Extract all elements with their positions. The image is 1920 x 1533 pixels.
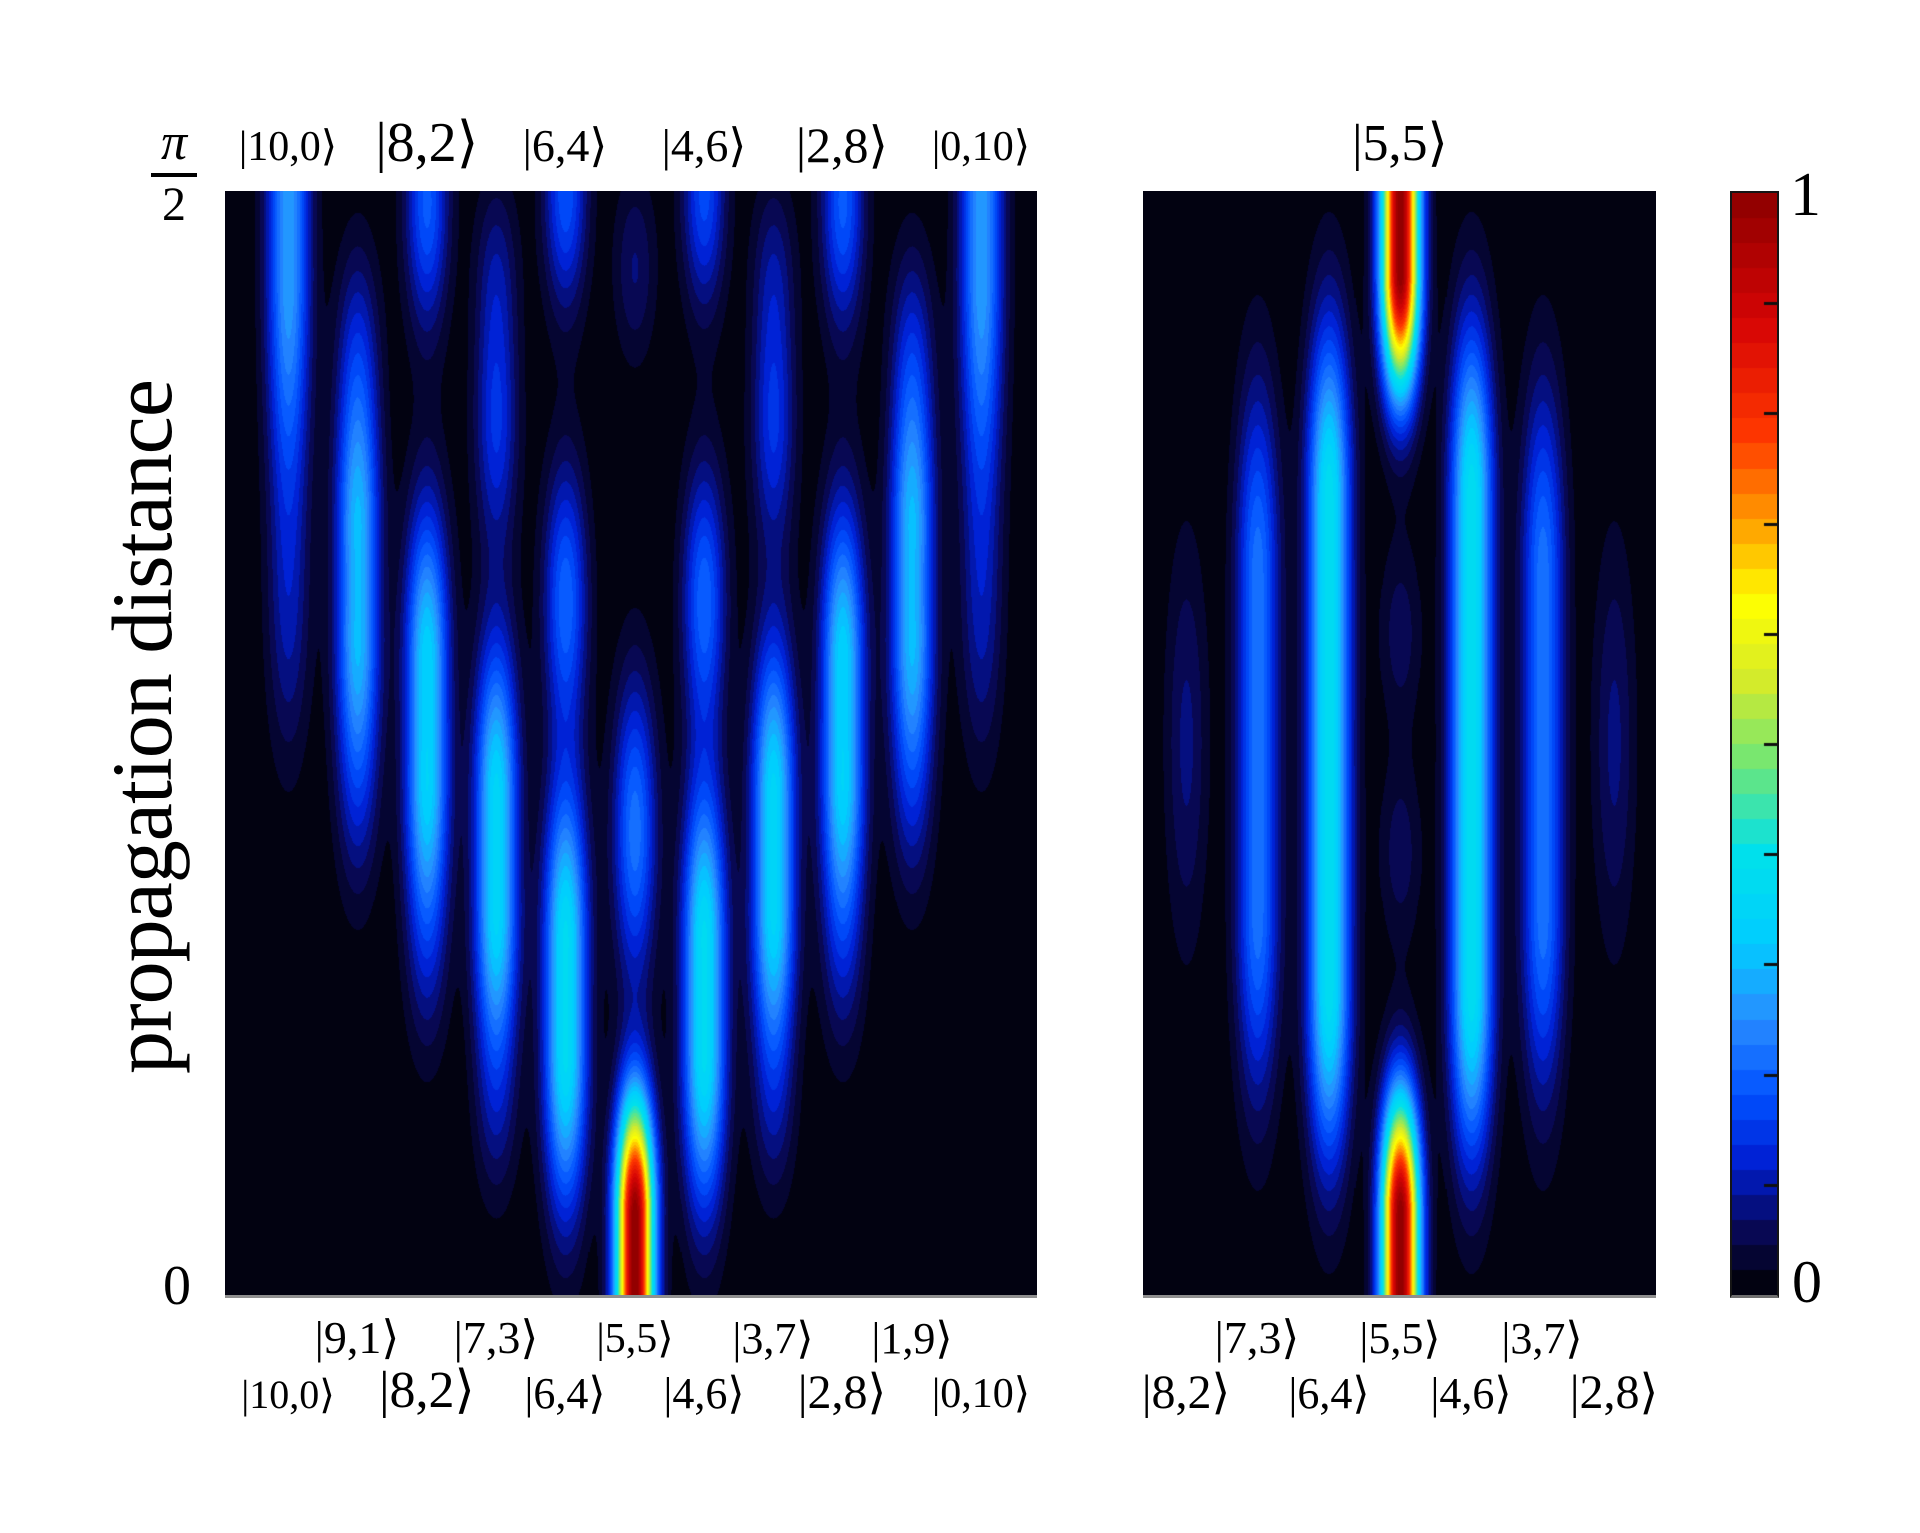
state-label-top: |0,10⟩ bbox=[931, 124, 1031, 170]
y-axis-label: propagation distance bbox=[94, 379, 190, 1075]
state-label-bottom: |5,5⟩ bbox=[1359, 1314, 1441, 1363]
y-tick-zero: 0 bbox=[163, 1255, 191, 1317]
state-label-bottom: |2,8⟩ bbox=[1569, 1366, 1659, 1419]
state-label-top: |6,4⟩ bbox=[522, 120, 608, 171]
state-label-top: |5,5⟩ bbox=[1352, 115, 1448, 172]
state-label-top: |10,0⟩ bbox=[238, 124, 338, 170]
state-label-bottom: |1,9⟩ bbox=[871, 1314, 953, 1363]
state-label-bottom: |9,1⟩ bbox=[314, 1312, 400, 1363]
state-label-top: |8,2⟩ bbox=[375, 112, 479, 174]
state-label-bottom: |10,0⟩ bbox=[241, 1372, 335, 1417]
right-heatmap-panel bbox=[1143, 191, 1656, 1298]
state-label-bottom: |0,10⟩ bbox=[931, 1371, 1031, 1417]
state-label-bottom: |8,2⟩ bbox=[379, 1362, 475, 1419]
y-tick-pi-numerator: π bbox=[160, 114, 188, 171]
state-label-top: |4,6⟩ bbox=[661, 120, 747, 171]
state-label-top: |2,8⟩ bbox=[795, 117, 889, 173]
state-label-bottom: |2,8⟩ bbox=[797, 1366, 887, 1419]
colorbar-min-label: 0 bbox=[1792, 1249, 1822, 1315]
fraction-bar bbox=[151, 173, 197, 178]
state-label-bottom: |6,4⟩ bbox=[524, 1369, 606, 1418]
left-heatmap-panel bbox=[225, 191, 1037, 1298]
state-label-bottom: |7,3⟩ bbox=[453, 1312, 539, 1363]
state-label-bottom: |4,6⟩ bbox=[1430, 1369, 1512, 1418]
y-tick-pi-denominator: 2 bbox=[162, 178, 186, 232]
colorbar-max-label: 1 bbox=[1790, 161, 1821, 229]
state-label-bottom: |4,6⟩ bbox=[663, 1369, 745, 1418]
state-label-bottom: |6,4⟩ bbox=[1288, 1369, 1370, 1418]
state-label-bottom: |8,2⟩ bbox=[1141, 1366, 1231, 1419]
state-label-bottom: |3,7⟩ bbox=[1501, 1314, 1583, 1363]
state-label-bottom: |7,3⟩ bbox=[1214, 1312, 1300, 1363]
state-label-bottom: |3,7⟩ bbox=[732, 1314, 814, 1363]
colorbar bbox=[1730, 191, 1779, 1298]
state-label-bottom: |5,5⟩ bbox=[596, 1316, 674, 1362]
y-tick-pi-over-2: π 2 bbox=[143, 116, 205, 230]
